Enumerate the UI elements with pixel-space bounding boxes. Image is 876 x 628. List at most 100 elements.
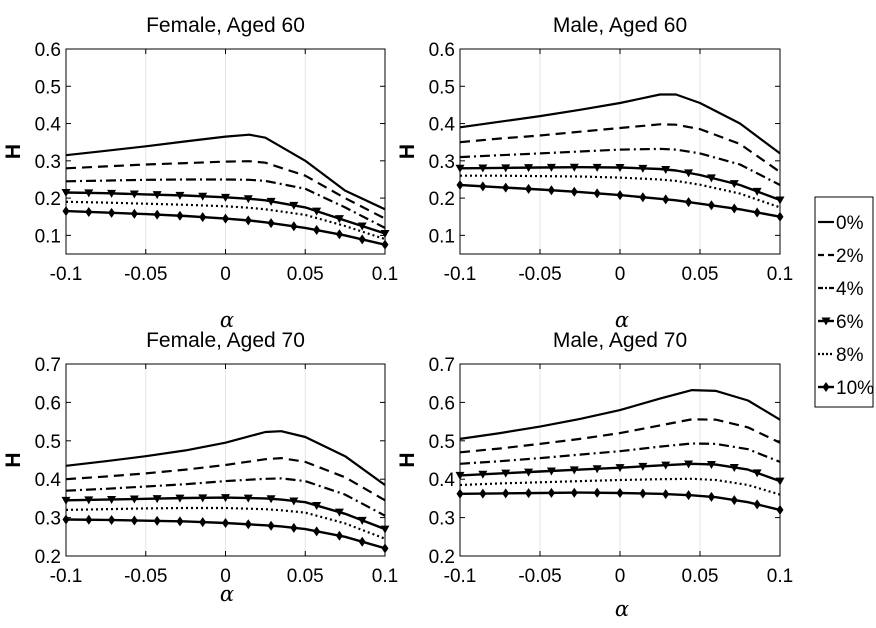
series-marker-triangle bbox=[684, 460, 694, 469]
y-tick-label: 0.4 bbox=[35, 470, 62, 491]
series-marker-diamond bbox=[222, 517, 229, 528]
x-tick-label: 0 bbox=[220, 566, 231, 587]
series-marker-diamond bbox=[358, 234, 366, 245]
x-tick-label: 0.1 bbox=[372, 566, 398, 587]
legend: 0% 2% 4% 6% 8% 10% bbox=[814, 196, 874, 408]
chart-title: Female, Aged 60 bbox=[146, 14, 305, 37]
series-marker-triangle bbox=[221, 193, 230, 202]
series-marker-triangle bbox=[478, 164, 488, 173]
legend-marker-triangle bbox=[821, 317, 831, 326]
x-axis-label: α bbox=[220, 582, 234, 606]
series-marker-diamond bbox=[267, 520, 275, 531]
y-tick-label: 0.3 bbox=[429, 152, 455, 173]
series-marker-diamond bbox=[85, 206, 93, 217]
series-marker-diamond bbox=[685, 490, 693, 501]
series-marker-diamond bbox=[108, 207, 116, 218]
y-tick-label: 0.5 bbox=[429, 432, 455, 453]
series-marker-triangle bbox=[357, 222, 367, 231]
series-line bbox=[459, 389, 781, 440]
y-tick-label: 0.2 bbox=[35, 547, 61, 568]
series-marker-triangle bbox=[569, 163, 579, 172]
y-tick-label: 0.1 bbox=[35, 226, 61, 247]
series-marker-triangle bbox=[221, 494, 230, 503]
series-line bbox=[65, 200, 386, 241]
chart-panel: -0.1 -0.05 0 0.05 0.1 0.1 0.2 0.3 0.4 0.5 0.6 Femal… bbox=[2, 14, 398, 332]
series-marker-triangle bbox=[615, 464, 625, 473]
x-tick-label: -0.05 bbox=[124, 566, 167, 587]
y-axis-label: H bbox=[396, 452, 419, 467]
series-marker-triangle bbox=[501, 164, 511, 173]
series-marker-diamond bbox=[130, 208, 138, 219]
series-line bbox=[459, 165, 781, 202]
series-marker-triangle bbox=[289, 201, 299, 210]
series-line bbox=[65, 178, 386, 229]
series-marker-diamond bbox=[335, 530, 343, 541]
x-tick-label: -0.1 bbox=[50, 264, 83, 285]
series-marker-diamond bbox=[222, 213, 229, 224]
y-tick-label: 0.6 bbox=[35, 393, 61, 414]
series-marker-diamond bbox=[199, 517, 207, 528]
series-marker-diamond bbox=[685, 197, 693, 208]
y-tick-label: 0.5 bbox=[35, 432, 61, 453]
series-marker-diamond bbox=[776, 211, 784, 222]
x-tick-label: 0.1 bbox=[767, 566, 793, 587]
legend-label: 6% bbox=[836, 312, 864, 333]
x-tick-label: 0.05 bbox=[287, 566, 324, 587]
series-marker-diamond bbox=[753, 207, 761, 218]
chart-panels: -0.1 -0.05 0 0.05 0.1 0.1 0.2 0.3 0.4 0.5 0.6 Femal… bbox=[2, 14, 793, 621]
x-tick-label: -0.05 bbox=[518, 264, 561, 285]
series-marker-triangle bbox=[729, 180, 739, 189]
series-marker-diamond bbox=[153, 515, 161, 526]
series-marker-diamond bbox=[639, 192, 647, 203]
series-marker-diamond bbox=[616, 190, 624, 201]
series-marker-triangle bbox=[380, 230, 390, 238]
series-marker-diamond bbox=[290, 221, 298, 232]
series-line bbox=[65, 133, 386, 211]
series-marker-triangle bbox=[61, 189, 71, 197]
series-marker-triangle bbox=[266, 495, 276, 504]
series-marker-diamond bbox=[313, 225, 321, 236]
series-marker-diamond bbox=[570, 487, 578, 498]
series-marker-triangle bbox=[289, 497, 299, 506]
series-marker-triangle bbox=[357, 516, 367, 525]
x-axis-label: α bbox=[615, 308, 629, 332]
x-tick-label: 0 bbox=[615, 566, 626, 587]
series-marker-triangle bbox=[152, 191, 162, 200]
series-marker-triangle bbox=[661, 461, 671, 470]
series-marker-diamond bbox=[593, 188, 601, 199]
series-marker-diamond bbox=[381, 239, 389, 250]
y-tick-label: 0.4 bbox=[429, 470, 456, 491]
x-axis-label: α bbox=[615, 597, 629, 621]
series-marker-triangle bbox=[569, 466, 579, 475]
y-axis-label: H bbox=[2, 144, 25, 159]
x-tick-label: 0 bbox=[615, 264, 626, 285]
series-marker-diamond bbox=[525, 183, 533, 194]
series-marker-triangle bbox=[334, 215, 344, 224]
series-marker-triangle bbox=[752, 469, 762, 478]
y-tick-label: 0.3 bbox=[35, 152, 61, 173]
x-tick-label: 0.1 bbox=[767, 264, 793, 285]
series-marker-diamond bbox=[502, 182, 510, 193]
series-marker-diamond bbox=[753, 499, 761, 510]
series-marker-triangle bbox=[198, 192, 208, 201]
series-line bbox=[65, 191, 386, 235]
series-marker-diamond bbox=[547, 487, 555, 498]
chart-title: Male, Aged 60 bbox=[553, 14, 687, 37]
series-marker-triangle bbox=[152, 495, 162, 504]
series-marker-diamond bbox=[313, 526, 321, 537]
series-marker-triangle bbox=[243, 494, 253, 503]
x-tick-label: 0.05 bbox=[287, 264, 324, 285]
series-marker-diamond bbox=[335, 229, 343, 240]
chart-panel: -0.1 -0.05 0 0.05 0.1 0.2 0.3 0.4 0.5 0.6 0.7 Male,… bbox=[396, 329, 793, 621]
series-marker-diamond bbox=[358, 536, 366, 547]
series-marker-triangle bbox=[706, 460, 716, 469]
series-marker-diamond bbox=[479, 488, 487, 499]
x-tick-label: -0.1 bbox=[444, 264, 477, 285]
series-marker-triangle bbox=[455, 471, 465, 480]
series-marker-diamond bbox=[85, 514, 93, 525]
series-marker-triangle bbox=[198, 494, 208, 503]
series-marker-triangle bbox=[775, 477, 785, 486]
series-line bbox=[65, 477, 386, 517]
series-marker-triangle bbox=[129, 495, 139, 504]
x-tick-label: -0.05 bbox=[124, 264, 167, 285]
